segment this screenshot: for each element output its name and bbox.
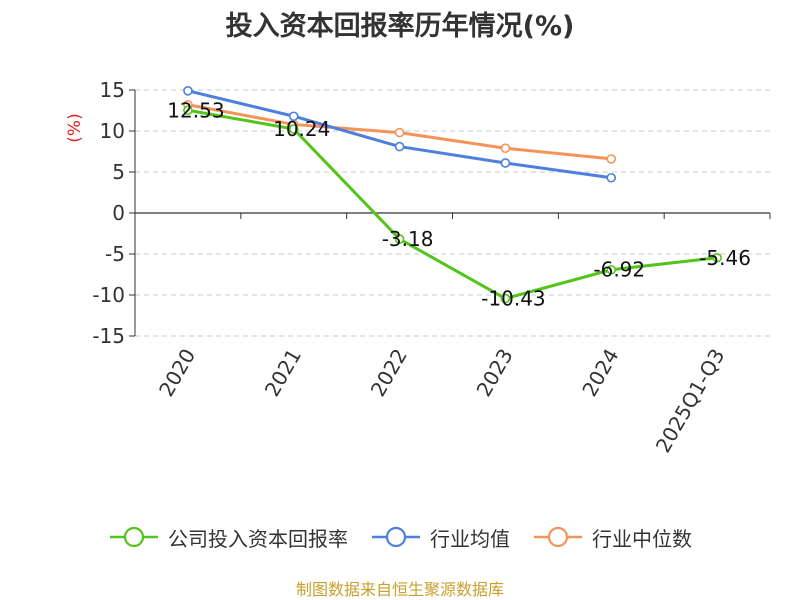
y-tick-label: -10 [92, 283, 125, 307]
y-axis-label: (%) [65, 113, 85, 142]
y-tick-label: 0 [112, 201, 125, 225]
legend-item[interactable]: 行业中位数 [532, 523, 692, 552]
data-label: -3.18 [382, 227, 434, 251]
line-chart: 15 10 5 0 -5 -10 -15 2020 2021 2022 2023 2024 2025Q1… [65, 78, 771, 457]
legend: 公司投入资本回报率 行业均值 行业中位数 [0, 520, 800, 554]
data-label: 12.53 [167, 98, 224, 122]
x-tick-label: 2022 [366, 345, 412, 401]
legend-marker-icon [534, 526, 582, 548]
data-point [712, 252, 722, 263]
data-point [288, 124, 299, 134]
data-label: -6.92 [593, 258, 645, 282]
y-tick-label: -15 [92, 324, 125, 348]
grid-lines [135, 89, 770, 337]
x-tick-label: 2025Q1-Q3 [651, 345, 730, 457]
data-point [606, 172, 617, 183]
legend-item[interactable]: 行业均值 [370, 523, 510, 552]
x-tick-label: 2024 [577, 345, 623, 401]
data-point [606, 264, 617, 275]
data-point [394, 234, 405, 244]
data-point [500, 158, 511, 168]
legend-marker-icon [110, 526, 158, 548]
y-tick-label: 5 [112, 160, 125, 184]
legend-item[interactable]: 公司投入资本回报率 [108, 523, 348, 552]
series-lines [183, 86, 722, 304]
y-tick-label: -5 [105, 242, 125, 266]
data-label: 10.24 [273, 117, 330, 141]
data-point [394, 141, 405, 152]
data-point [394, 127, 405, 138]
data-point [500, 293, 511, 304]
legend-marker-icon [372, 526, 420, 548]
data-point [500, 143, 511, 154]
data-point [606, 154, 617, 164]
x-tick-label: 2020 [154, 345, 200, 401]
data-point [183, 105, 193, 116]
legend-label: 行业均值 [430, 526, 510, 551]
series-line-0 [187, 108, 718, 301]
source-note: 制图数据来自恒生聚源数据库 [295, 580, 504, 599]
data-label: -5.46 [699, 246, 751, 270]
data-labels: 12.53 10.24 -3.18 -10.43 -6.92 -5.46 [167, 98, 751, 310]
data-point [183, 86, 193, 96]
data-point [288, 111, 299, 122]
x-tick-label: 2023 [472, 345, 518, 401]
y-tick-label: 15 [100, 78, 125, 102]
data-label: -10.43 [481, 287, 545, 311]
x-tick-label: 2021 [260, 345, 306, 401]
chart-title: 投入资本回报率历年情况(%) [225, 11, 575, 42]
y-tick-label: 10 [100, 119, 125, 143]
legend-label: 行业中位数 [592, 526, 692, 551]
legend-label: 公司投入资本回报率 [168, 526, 348, 551]
axes: 15 10 5 0 -5 -10 -15 2020 2021 2022 2023 2024 2025Q1… [92, 78, 771, 457]
